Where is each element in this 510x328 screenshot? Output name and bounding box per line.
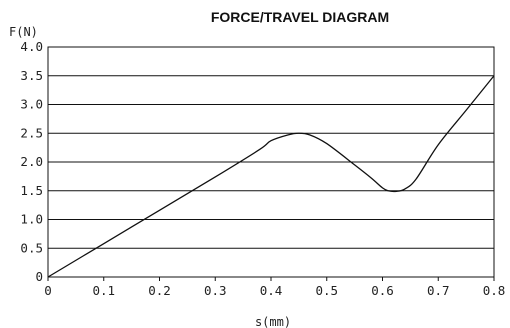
chart-title: FORCE/TRAVEL DIAGRAM <box>211 9 389 25</box>
y-tick-label: 2.5 <box>20 125 43 140</box>
grid-lines <box>47 46 495 281</box>
y-tick-label: 3.0 <box>20 97 43 112</box>
force-curve <box>47 75 495 278</box>
y-tick-label: 1.5 <box>20 183 43 198</box>
y-tick-label: 0 <box>35 269 43 284</box>
x-tick-label: 0.2 <box>148 283 171 298</box>
y-tick-label: 1.0 <box>20 212 43 227</box>
y-axis-label: F(N) <box>9 25 38 39</box>
y-tick-label: 4.0 <box>20 39 43 54</box>
x-axis-label: s(mm) <box>255 315 291 328</box>
x-tick-label: 0.3 <box>204 283 227 298</box>
x-tick-label: 0.6 <box>371 283 394 298</box>
tick-labels: 0 0.5 1.0 1.5 2.0 2.5 3.0 3.5 4.0 0 0.1 0.2 0.3 0.4 0.… <box>20 39 505 298</box>
x-tick-label: 0 <box>44 283 52 298</box>
y-tick-label: 0.5 <box>20 240 43 255</box>
x-tick-label: 0.7 <box>427 283 450 298</box>
x-tick-label: 0.5 <box>315 283 338 298</box>
x-tick-label: 0.8 <box>483 283 506 298</box>
y-tick-label: 2.0 <box>20 154 43 169</box>
x-tick-label: 0.1 <box>92 283 115 298</box>
x-tick-label: 0.4 <box>260 283 283 298</box>
y-tick-label: 3.5 <box>20 68 43 83</box>
plot-frame <box>47 46 495 278</box>
